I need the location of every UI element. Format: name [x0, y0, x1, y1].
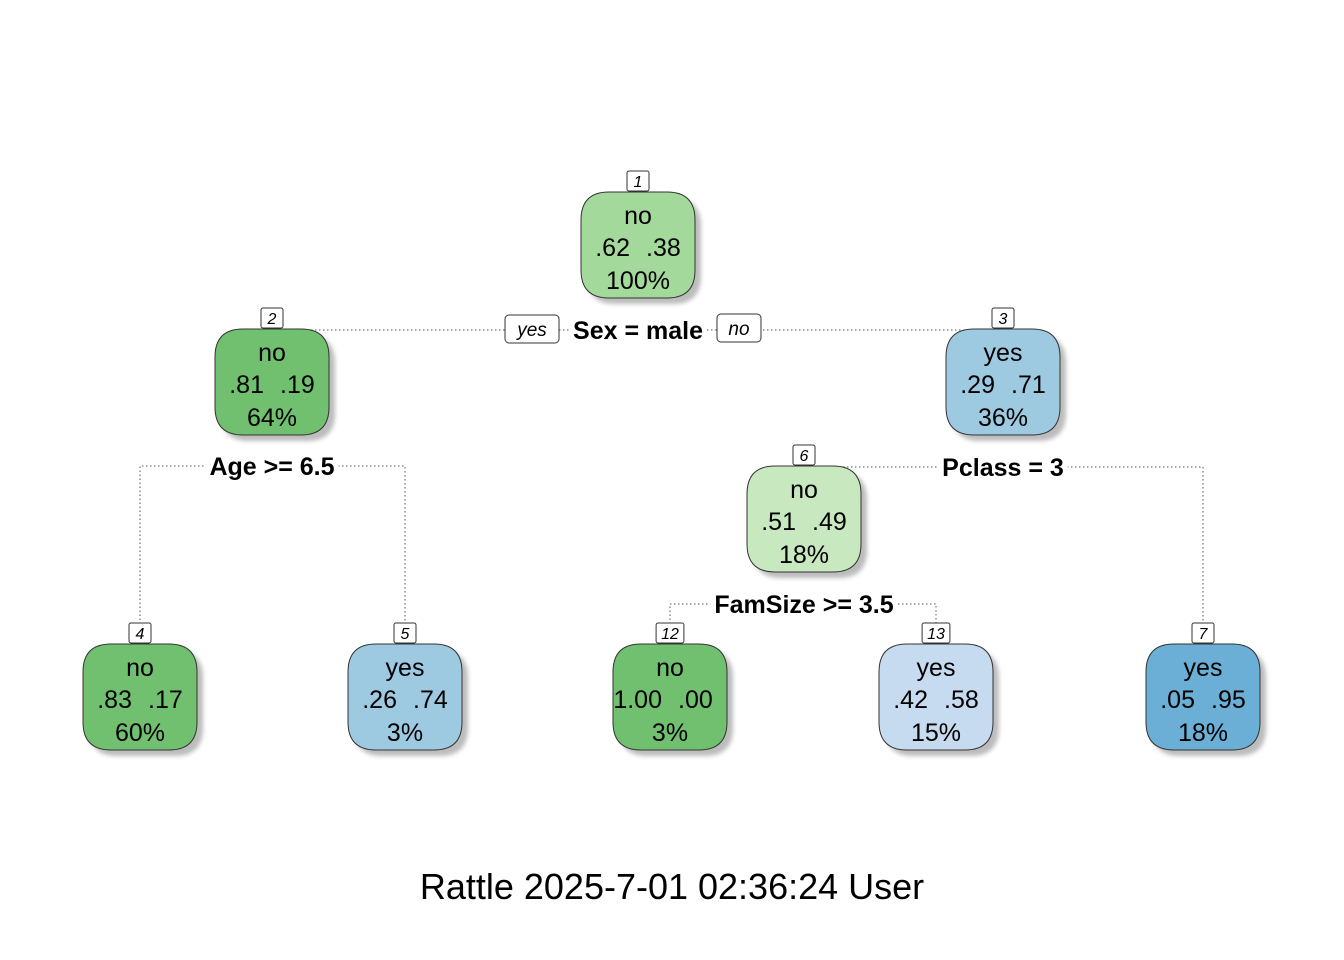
node-id-tag	[792, 444, 816, 466]
node-prob-no: 1.00	[613, 686, 662, 714]
node-box	[214, 328, 330, 436]
node-prob-yes: .00	[678, 686, 713, 714]
tree-node-7: 7 yes .05 .95 18%	[1145, 622, 1266, 756]
branch-yes-tag	[504, 314, 560, 344]
edge-from-node-2	[139, 465, 406, 632]
node-box	[878, 643, 994, 751]
node-predicted-class: no	[656, 654, 684, 682]
node-box	[746, 465, 862, 573]
node-percent: 36%	[978, 404, 1028, 432]
tree-node-3: 3 yes .29 .71 36%	[945, 307, 1066, 441]
node-id-tag	[921, 622, 951, 644]
split-node-1: Sex = male yes no	[504, 313, 762, 345]
node-id-tag	[626, 170, 650, 192]
split-label-background	[710, 588, 898, 618]
split-label: FamSize >= 3.5	[714, 591, 893, 619]
node-prob-no: .26	[362, 686, 397, 714]
node-prob-no: .83	[97, 686, 132, 714]
node-id-tag	[260, 307, 284, 329]
node-prob-yes: .58	[944, 686, 979, 714]
node-id-label: 6	[800, 448, 809, 465]
tree-node-13: 13 yes .42 .58 15%	[878, 622, 999, 756]
node-percent: 60%	[115, 719, 165, 747]
node-predicted-class: yes	[386, 654, 425, 682]
tree-node-6: 6 no .51 .49 18%	[746, 444, 867, 578]
node-percent: 18%	[779, 541, 829, 569]
node-id-label: 1	[634, 174, 643, 191]
split-label-background	[205, 450, 339, 480]
node-id-tag	[393, 622, 417, 644]
node-percent: 100%	[606, 267, 670, 295]
node-id-label: 4	[136, 626, 145, 643]
node-prob-yes: .74	[413, 686, 448, 714]
node-predicted-class: yes	[917, 654, 956, 682]
branch-no-tag	[716, 313, 762, 343]
node-predicted-class: no	[126, 654, 154, 682]
split-label: Sex = male	[573, 317, 703, 345]
node-id-tag	[128, 622, 152, 644]
split-node-2: Age >= 6.5	[205, 450, 339, 481]
node-prob-no: .81	[229, 371, 264, 399]
split-label: Age >= 6.5	[209, 453, 334, 481]
tree-node-4: 4 no .83 .17 60%	[82, 622, 203, 756]
node-prob-no: .05	[1160, 686, 1195, 714]
node-predicted-class: no	[624, 202, 652, 230]
node-box	[347, 643, 463, 751]
tree-node-5: 5 yes .26 .74 3%	[347, 622, 468, 756]
footer-caption: Rattle 2025-7-01 02:36:24 User	[419, 866, 925, 907]
node-prob-yes: .49	[812, 508, 847, 536]
node-percent: 3%	[652, 719, 688, 747]
split-node-3: Pclass = 3	[938, 451, 1068, 482]
node-prob-yes: .17	[148, 686, 183, 714]
node-id-tag	[991, 307, 1015, 329]
node-predicted-class: yes	[1184, 654, 1223, 682]
node-percent: 18%	[1178, 719, 1228, 747]
node-percent: 3%	[387, 719, 423, 747]
node-box	[82, 643, 198, 751]
node-box	[945, 328, 1061, 436]
node-id-label: 13	[927, 626, 945, 643]
tree-node-12: 12 no 1.00 .00 3%	[612, 622, 733, 756]
node-prob-yes: .38	[646, 234, 681, 262]
node-prob-no: .51	[761, 508, 796, 536]
tree-node-1: 1 no .62 .38 100%	[580, 170, 701, 304]
node-id-label: 3	[999, 311, 1008, 328]
node-id-label: 2	[267, 311, 277, 328]
branch-no-label: no	[728, 319, 749, 340]
node-percent: 15%	[911, 719, 961, 747]
split-labels: Sex = male yes no Age >= 6.5 Pclass = 3 FamSi…	[205, 313, 1068, 619]
node-prob-no: .29	[960, 371, 995, 399]
node-percent: 64%	[247, 404, 297, 432]
tree-node-2: 2 no .81 .19 64%	[214, 307, 335, 441]
node-prob-yes: .19	[280, 371, 315, 399]
split-node-6: FamSize >= 3.5	[710, 588, 898, 619]
node-prob-yes: .71	[1011, 371, 1046, 399]
node-prob-no: .42	[893, 686, 928, 714]
node-prob-yes: .95	[1211, 686, 1246, 714]
node-box	[612, 643, 728, 751]
node-box	[580, 191, 696, 299]
node-predicted-class: no	[258, 339, 286, 367]
node-id-tag	[655, 622, 685, 644]
node-prob-no: .62	[595, 234, 630, 262]
node-predicted-class: no	[790, 476, 818, 504]
split-label: Pclass = 3	[942, 454, 1064, 482]
node-id-label: 5	[401, 626, 410, 643]
split-label-background	[938, 451, 1068, 481]
node-predicted-class: yes	[984, 339, 1023, 367]
node-id-label: 12	[661, 626, 679, 643]
split-label-background	[569, 314, 707, 344]
branch-yes-label: yes	[515, 320, 547, 341]
tree-nodes: 1 no .62 .38 100% 2 no .81 .19 64% 3 yes .29 .71 36% 4 n…	[82, 170, 1266, 756]
node-id-tag	[1191, 622, 1215, 644]
node-box	[1145, 643, 1261, 751]
node-id-label: 7	[1199, 626, 1209, 643]
